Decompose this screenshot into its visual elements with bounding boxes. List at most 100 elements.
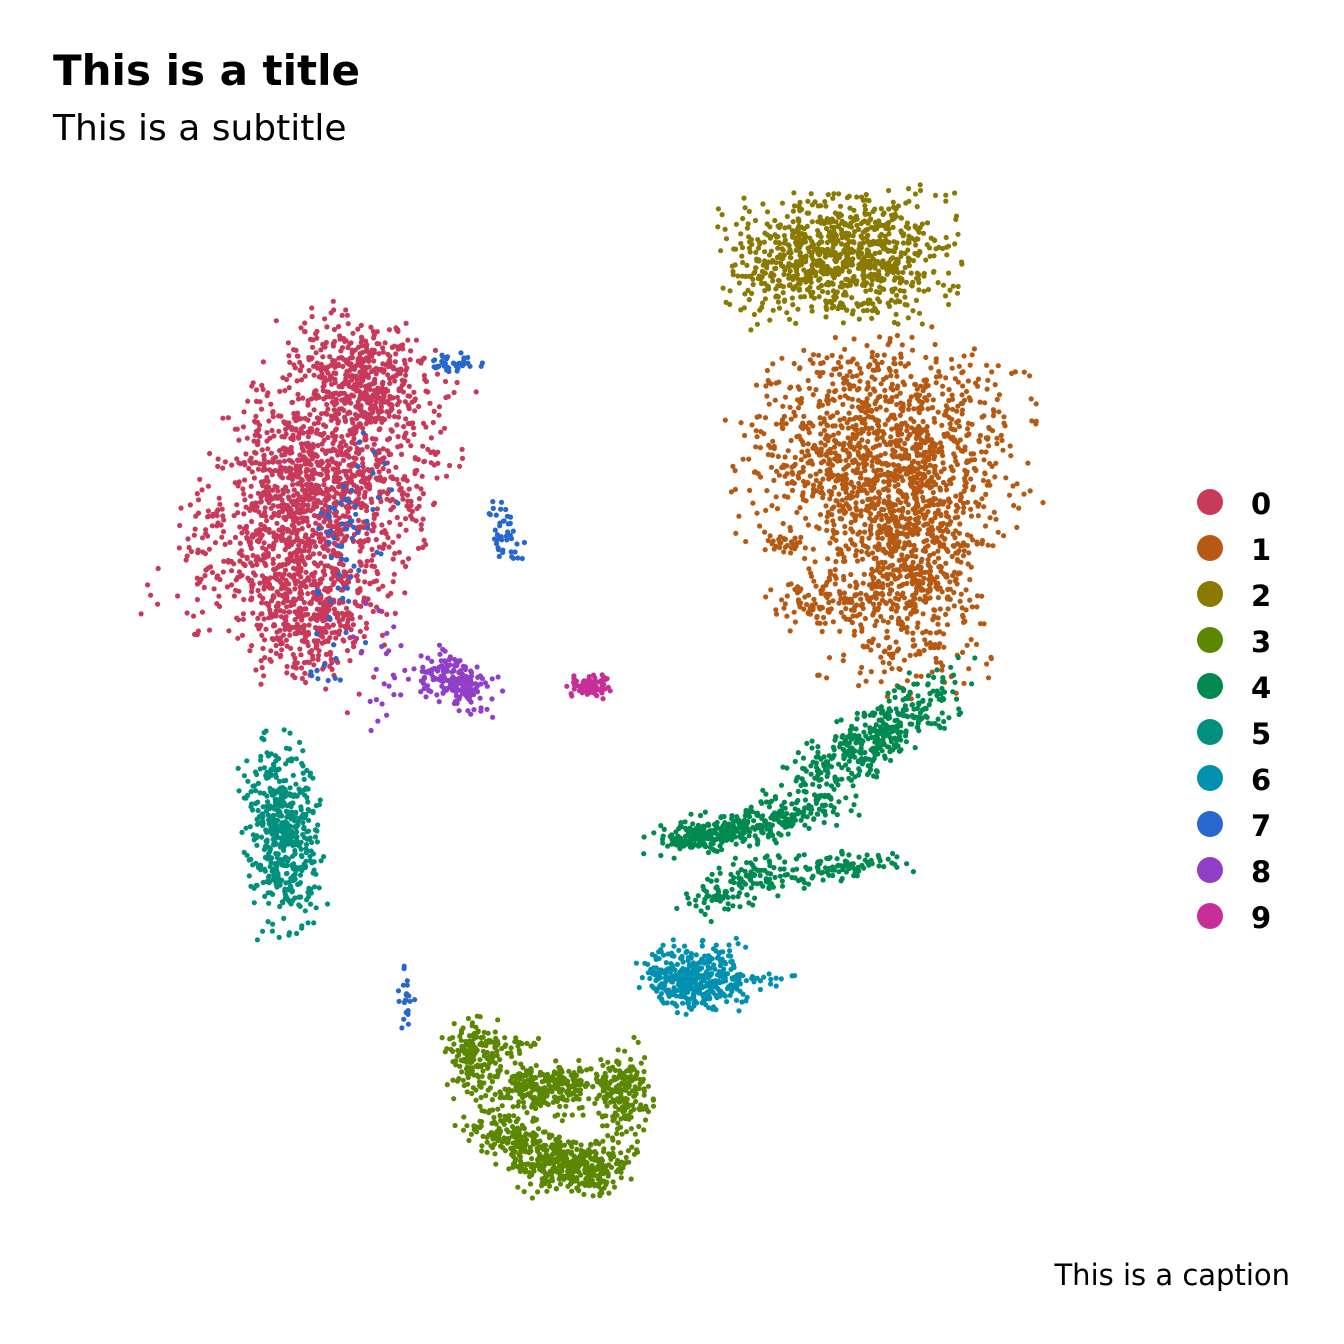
- point-cluster-0: [197, 476, 203, 482]
- point-cluster-0: [284, 502, 291, 509]
- point-cluster-0: [321, 477, 327, 483]
- point-cluster-0: [337, 527, 343, 533]
- point-cluster-0: [250, 581, 256, 588]
- point-cluster-1: [856, 683, 862, 689]
- point-cluster-2: [862, 203, 868, 209]
- point-cluster-1: [824, 423, 831, 429]
- point-cluster-1: [873, 443, 879, 449]
- point-cluster-0: [379, 522, 385, 528]
- point-cluster-1: [968, 506, 974, 512]
- point-cluster-1: [926, 392, 932, 398]
- point-cluster-0: [316, 471, 322, 477]
- point-cluster-1: [881, 669, 888, 675]
- point-cluster-1: [831, 397, 837, 403]
- point-cluster-1: [904, 629, 910, 635]
- point-cluster-0: [299, 617, 305, 623]
- point-cluster-0: [414, 506, 420, 512]
- point-cluster-1: [854, 361, 860, 367]
- point-cluster-1: [825, 556, 831, 562]
- point-cluster-0: [344, 710, 350, 716]
- point-cluster-0: [178, 505, 184, 511]
- point-cluster-0: [348, 478, 354, 484]
- point-cluster-1: [917, 596, 923, 602]
- point-cluster-1: [911, 542, 917, 549]
- point-cluster-2: [793, 320, 799, 326]
- point-cluster-0: [297, 452, 303, 458]
- point-cluster-1: [886, 660, 892, 667]
- point-cluster-2: [878, 206, 884, 212]
- point-cluster-0: [323, 585, 329, 592]
- point-cluster-1: [918, 585, 924, 591]
- point-cluster-1: [896, 568, 902, 574]
- point-cluster-1: [865, 545, 871, 551]
- point-cluster-0: [359, 358, 366, 364]
- point-cluster-1: [882, 394, 889, 400]
- point-cluster-0: [294, 554, 300, 560]
- point-cluster-0: [386, 519, 393, 526]
- point-cluster-1: [960, 383, 966, 389]
- point-cluster-0: [305, 401, 311, 407]
- point-cluster-0: [371, 674, 377, 680]
- point-cluster-2: [755, 245, 762, 251]
- point-cluster-1: [961, 353, 967, 359]
- point-cluster-0: [225, 415, 231, 421]
- point-cluster-0: [278, 652, 284, 658]
- point-cluster-1: [822, 620, 828, 626]
- point-cluster-1: [935, 645, 942, 651]
- point-cluster-0: [380, 361, 386, 367]
- point-cluster-1: [966, 550, 972, 556]
- point-cluster-1: [785, 448, 791, 454]
- point-cluster-0: [385, 535, 391, 541]
- point-cluster-2: [776, 305, 783, 311]
- point-cluster-1: [961, 548, 967, 554]
- point-cluster-2: [775, 245, 781, 251]
- point-cluster-1: [904, 615, 910, 622]
- point-cluster-0: [235, 635, 241, 641]
- point-cluster-0: [360, 473, 366, 479]
- point-cluster-0: [386, 468, 392, 474]
- point-cluster-1: [871, 386, 877, 392]
- point-cluster-1: [960, 649, 966, 656]
- point-cluster-1: [859, 664, 865, 671]
- point-cluster-1: [948, 519, 954, 525]
- point-cluster-0: [329, 565, 335, 571]
- point-cluster-0: [264, 518, 270, 524]
- point-cluster-1: [817, 511, 824, 518]
- point-cluster-2: [824, 239, 831, 246]
- point-cluster-2: [789, 295, 796, 301]
- point-cluster-0: [370, 409, 376, 415]
- point-cluster-1: [946, 386, 952, 393]
- point-cluster-0: [346, 462, 352, 468]
- point-cluster-0: [203, 531, 209, 537]
- point-cluster-0: [350, 461, 357, 467]
- point-cluster-1: [914, 480, 920, 486]
- point-cluster-0: [432, 347, 439, 353]
- point-cluster-0: [383, 386, 389, 392]
- point-cluster-0: [270, 556, 276, 562]
- point-cluster-1: [996, 392, 1003, 398]
- point-cluster-1: [935, 615, 941, 621]
- point-cluster-0: [451, 389, 457, 396]
- point-cluster-1: [1000, 447, 1006, 453]
- point-cluster-0: [314, 596, 320, 602]
- point-cluster-1: [872, 417, 878, 423]
- point-cluster-1: [825, 607, 831, 613]
- point-cluster-1: [854, 558, 861, 564]
- point-cluster-1: [894, 401, 900, 408]
- point-cluster-2: [820, 260, 826, 266]
- point-cluster-2: [913, 297, 920, 303]
- point-cluster-1: [791, 360, 797, 367]
- point-cluster-0: [307, 452, 313, 458]
- point-cluster-0: [252, 460, 258, 466]
- point-cluster-1: [914, 504, 920, 510]
- point-cluster-1: [836, 600, 842, 606]
- point-cluster-0: [294, 378, 300, 384]
- point-cluster-1: [870, 601, 877, 607]
- point-cluster-1: [856, 404, 862, 410]
- point-cluster-0: [343, 376, 349, 382]
- point-cluster-1: [841, 590, 848, 596]
- point-cluster-1: [821, 418, 828, 425]
- point-cluster-1: [789, 480, 795, 486]
- point-cluster-1: [855, 449, 861, 455]
- point-cluster-0: [298, 652, 304, 658]
